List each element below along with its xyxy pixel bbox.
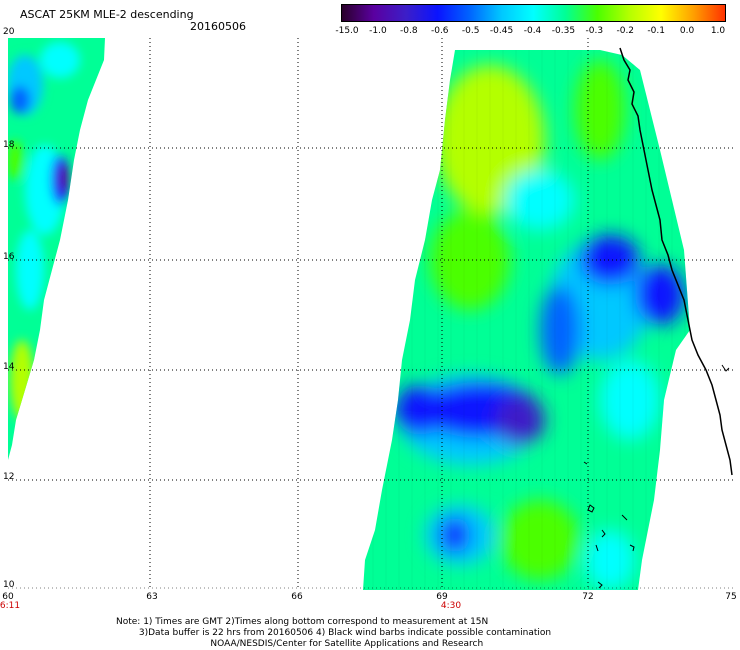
footnote-line-1: Note: 1) Times are GMT 2)Times along bot… — [116, 617, 489, 627]
footnote: Note: 1) Times are GMT 2)Times along bot… — [116, 617, 551, 650]
time-label-60: 6:11 — [0, 601, 21, 611]
lon-label-75: 75 — [725, 592, 737, 602]
lat-label-12: 12 — [3, 472, 15, 482]
colorbar-label: -1.0 — [369, 26, 387, 36]
lon-label-72: 72 — [582, 592, 594, 602]
colorbar-label: -0.45 — [489, 26, 514, 36]
colorbar-label: -15.0 — [335, 26, 359, 36]
colorbar-label: 0.0 — [679, 26, 695, 36]
time-label-69: 4:30 — [440, 601, 462, 611]
lat-label-14: 14 — [3, 362, 15, 372]
lon-label-69: 69 — [436, 592, 448, 602]
colorbar-label: -0.35 — [551, 26, 576, 36]
lon-label-60: 60 — [2, 592, 14, 602]
lat-label-18: 18 — [3, 140, 15, 150]
swath-left — [8, 38, 105, 460]
colorbar-label: -0.1 — [647, 26, 665, 36]
swath-right — [363, 50, 690, 590]
lat-label-16: 16 — [3, 252, 15, 262]
lat-label-20: 20 — [3, 27, 15, 37]
footnote-line-3: NOAA/NESDIS/Center for Satellite Applica… — [210, 639, 484, 649]
map-title: ASCAT 25KM MLE-2 descending — [20, 8, 194, 21]
colorbar-label: 1.0 — [710, 26, 726, 36]
colorbar-label: -0.8 — [400, 26, 418, 36]
colorbar-label: -0.5 — [461, 26, 480, 36]
lon-label-63: 63 — [146, 592, 158, 602]
colorbar-label: -0.3 — [585, 26, 604, 36]
lat-label-10: 10 — [3, 580, 15, 590]
colorbar-label: -0.2 — [616, 26, 635, 36]
islands — [583, 364, 730, 589]
colorbar-label: -0.6 — [430, 26, 449, 36]
coastline — [619, 47, 733, 476]
footnote-line-2: 3)Data buffer is 22 hrs from 20160506 4)… — [138, 628, 552, 638]
map-date: 20160506 — [190, 20, 246, 33]
lon-label-66: 66 — [291, 592, 303, 602]
colorbar-label: -0.4 — [523, 26, 542, 36]
colorbar — [341, 4, 726, 22]
